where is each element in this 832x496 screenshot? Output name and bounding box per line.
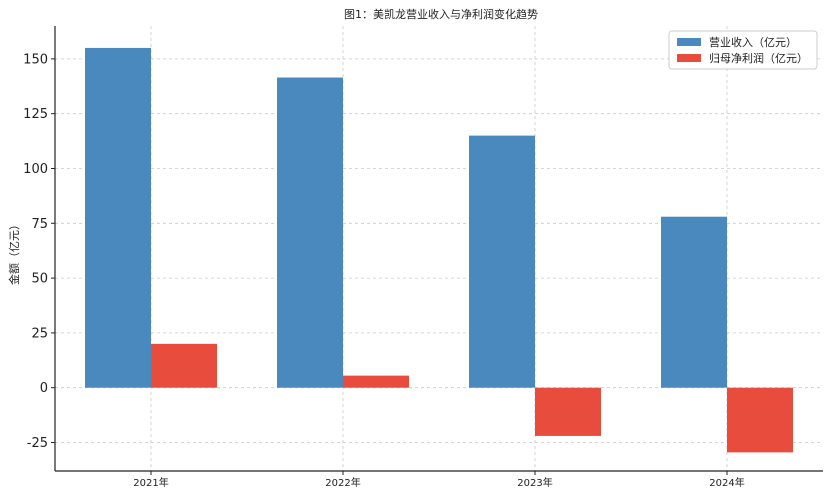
- net-profit-bar: [151, 343, 217, 388]
- y-tick-label: 125: [23, 107, 48, 122]
- x-tick-label: 2022年: [325, 476, 360, 489]
- x-tick-label: 2023年: [517, 476, 552, 489]
- x-tick-label: 2021年: [133, 476, 168, 489]
- revenue-bar: [85, 47, 151, 388]
- net-profit-bar: [343, 375, 409, 388]
- legend-swatch: [677, 38, 701, 46]
- y-axis-label: 金额（亿元）: [7, 219, 21, 285]
- y-tick-label: -25: [27, 436, 48, 451]
- y-tick-label: 0: [40, 381, 48, 396]
- chart-title: 图1：美凯龙营业收入与净利润变化趋势: [344, 7, 538, 21]
- y-tick-label: 75: [31, 217, 48, 232]
- legend-swatch: [677, 54, 701, 62]
- y-tick-label: 50: [31, 272, 48, 287]
- y-tick-label: 25: [31, 326, 48, 341]
- y-tick-label: 150: [23, 52, 48, 67]
- axes-group: -25 0 25 50 75 100 125 150 2021年 2022年 2023年 2024年: [23, 26, 823, 489]
- legend-box: [668, 30, 818, 70]
- legend: 营业收入（亿元） 归母净利润（亿元）: [668, 30, 818, 70]
- legend-label: 归母净利润（亿元）: [709, 51, 808, 65]
- net-profit-bar: [727, 387, 793, 453]
- y-tick-label: 100: [23, 162, 48, 177]
- revenue-bar: [277, 77, 343, 388]
- revenue-bar: [661, 216, 727, 388]
- bars-group: [85, 47, 793, 453]
- x-tick-label: 2024年: [709, 476, 744, 489]
- net-profit-bar: [535, 387, 601, 436]
- revenue-bar: [469, 135, 535, 388]
- legend-label: 营业收入（亿元）: [709, 35, 797, 49]
